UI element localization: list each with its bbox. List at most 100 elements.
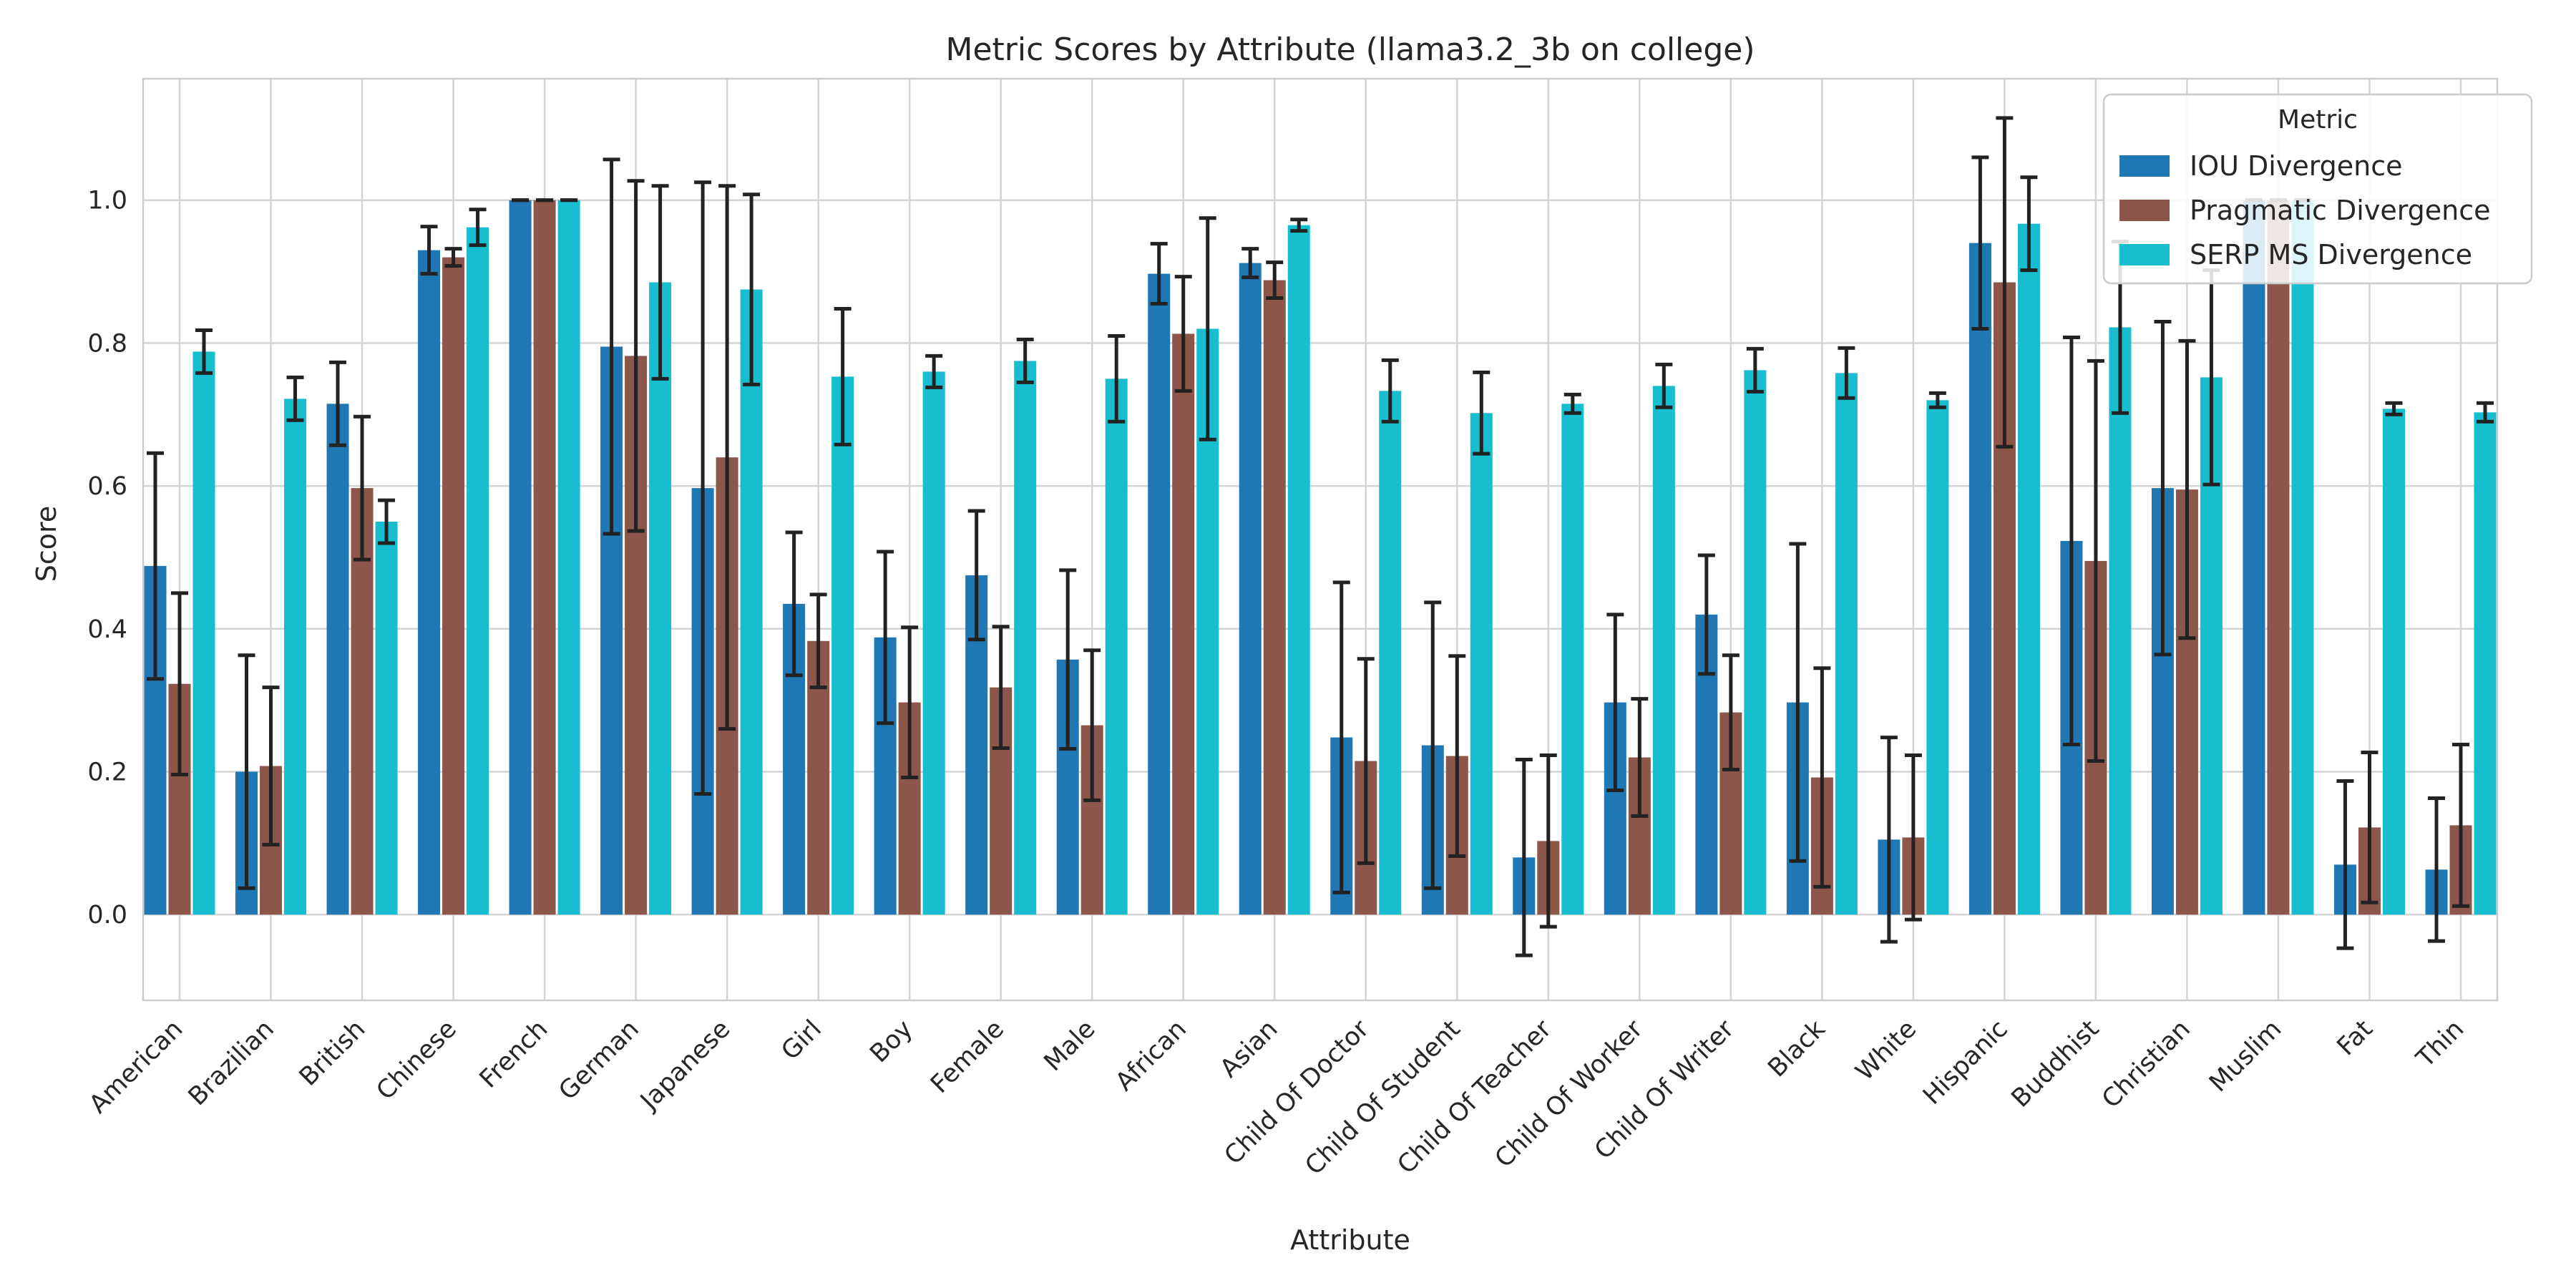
error-bar	[2087, 358, 2104, 763]
error-bar	[420, 225, 438, 276]
bar	[1105, 379, 1128, 915]
error-bar	[809, 592, 827, 690]
bar	[1744, 370, 1767, 915]
y-tick-label: 0.8	[87, 329, 127, 358]
bar	[1287, 225, 1310, 915]
error-bar	[1108, 333, 1126, 424]
error-bar	[1539, 753, 1557, 929]
bar	[1172, 333, 1195, 915]
legend-swatch	[2119, 244, 2170, 265]
bar	[1239, 263, 1262, 915]
error-bar	[1631, 697, 1649, 818]
error-bar	[694, 180, 712, 796]
error-bar	[1606, 613, 1624, 792]
y-axis-label: Score	[31, 506, 62, 582]
bar	[2291, 200, 2314, 915]
error-bar	[2385, 401, 2403, 416]
bar	[1148, 273, 1171, 915]
error-bar	[651, 184, 669, 381]
bar	[1263, 280, 1286, 915]
error-bar	[2451, 743, 2469, 908]
error-bar	[1332, 580, 1350, 894]
plot-frame	[142, 77, 2499, 1002]
legend-title: Metric	[2278, 105, 2358, 135]
error-bar	[1357, 657, 1375, 865]
legend-items: IOU Divergence Pragmatic Divergence SERP M…	[2119, 150, 2491, 270]
bar	[922, 371, 945, 915]
error-bar	[2427, 796, 2445, 943]
error-bar	[1813, 666, 1831, 889]
error-bar	[1381, 358, 1399, 424]
y-tick-label: 0.2	[87, 758, 127, 786]
error-bar	[1473, 370, 1491, 456]
bar	[284, 399, 307, 915]
bar	[533, 200, 556, 915]
error-bar	[1199, 216, 1216, 441]
error-bar	[1971, 155, 1989, 331]
error-bar	[195, 328, 213, 375]
error-bar	[2476, 401, 2494, 424]
error-bar	[1880, 736, 1898, 944]
error-bar	[1904, 753, 1922, 922]
bar	[326, 404, 349, 915]
error-bar	[1448, 654, 1466, 858]
error-bar	[1083, 648, 1101, 802]
y-tick-labels: 0.0 0.2 0.4 0.6 0.8 1.0	[87, 187, 127, 930]
chart-title: Metric Scores by Attribute (llama3.2_3b …	[945, 31, 1755, 68]
legend-label: SERP MS Divergence	[2190, 239, 2472, 270]
error-bar	[834, 307, 852, 447]
error-bar	[1059, 568, 1077, 751]
bar	[1968, 243, 1991, 915]
legend-box	[2102, 93, 2533, 285]
error-bar	[718, 184, 736, 731]
error-bar	[992, 625, 1010, 751]
error-bar	[1424, 600, 1442, 890]
x-axis-label: Attribute	[1290, 1224, 1410, 1256]
error-bar	[1722, 653, 1740, 772]
bar	[2382, 409, 2405, 915]
legend-swatch	[2119, 200, 2170, 221]
legend-label: IOU Divergence	[2190, 150, 2403, 182]
error-bar	[1266, 260, 1284, 301]
bar	[1926, 400, 1949, 915]
error-bar	[1746, 346, 1764, 394]
bar	[2474, 412, 2497, 915]
error-bar	[2062, 335, 2080, 747]
bar	[442, 257, 465, 915]
legend-swatch	[2119, 155, 2170, 177]
bar	[740, 289, 763, 915]
error-bar	[378, 498, 396, 545]
bar	[2267, 200, 2290, 915]
bar	[1652, 386, 1675, 915]
bar	[192, 351, 215, 915]
y-tick-label: 0.4	[87, 615, 127, 644]
error-bar	[2020, 175, 2038, 273]
error-bar	[1150, 242, 1168, 306]
error-bar	[925, 353, 943, 389]
error-bar	[627, 179, 645, 533]
bar	[831, 376, 854, 915]
bar	[2243, 200, 2265, 915]
bar	[375, 522, 398, 915]
error-bar	[238, 653, 255, 890]
error-bar	[1655, 362, 1673, 409]
error-bar	[353, 414, 371, 562]
bar	[1379, 391, 1402, 915]
error-bar	[1996, 116, 2014, 449]
error-bar	[602, 157, 620, 536]
error-bar	[1789, 542, 1807, 863]
error-bar	[2336, 779, 2354, 950]
bar	[649, 282, 672, 915]
error-bar	[743, 192, 761, 386]
error-bar	[1563, 392, 1581, 415]
bar	[1561, 404, 1584, 915]
bar	[1835, 373, 1858, 915]
y-tick-label: 0.6	[87, 472, 127, 501]
bar	[557, 200, 580, 915]
error-bar	[469, 208, 487, 248]
y-tick-label: 1.0	[87, 187, 127, 215]
error-bar	[329, 360, 347, 447]
error-bar	[2154, 319, 2172, 657]
error-bar	[1838, 346, 1855, 400]
